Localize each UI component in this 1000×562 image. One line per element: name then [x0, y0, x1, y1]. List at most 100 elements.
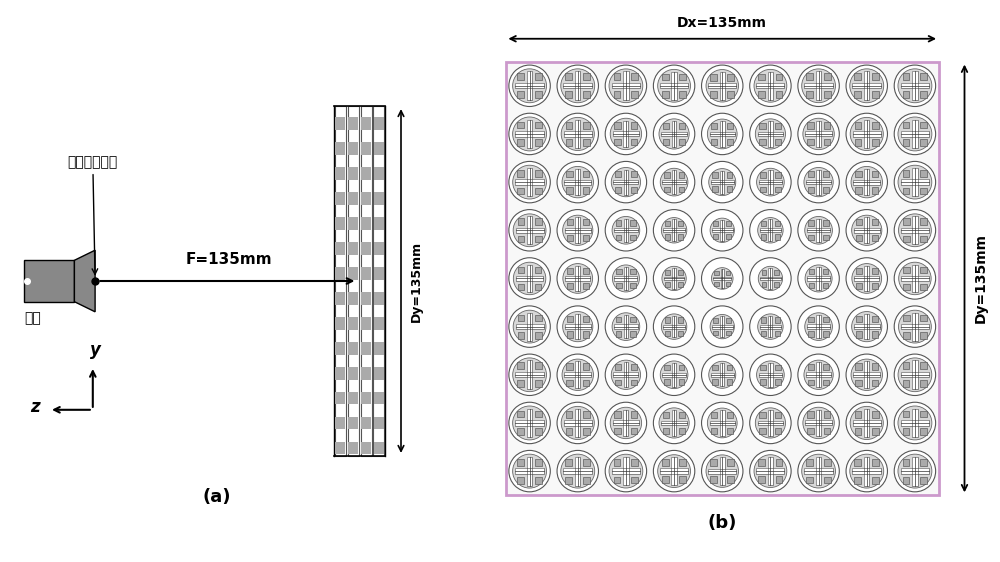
Text: Dy=135mm: Dy=135mm — [410, 241, 423, 321]
Circle shape — [513, 262, 546, 294]
Circle shape — [605, 210, 647, 251]
Bar — [864, 361, 869, 388]
Bar — [768, 121, 773, 147]
Circle shape — [851, 359, 882, 391]
Bar — [854, 477, 861, 483]
Bar — [672, 220, 676, 241]
Bar — [518, 218, 524, 225]
Bar — [720, 72, 725, 99]
Bar — [374, 167, 384, 180]
Bar — [624, 267, 628, 290]
Bar — [527, 120, 532, 148]
Circle shape — [605, 354, 647, 396]
Bar — [613, 180, 638, 184]
Circle shape — [846, 161, 887, 203]
Circle shape — [852, 264, 882, 293]
Circle shape — [653, 306, 695, 347]
Bar — [872, 122, 879, 129]
Bar — [583, 139, 590, 146]
Bar — [614, 277, 637, 280]
Circle shape — [702, 354, 743, 396]
Bar — [727, 91, 734, 98]
Bar — [824, 477, 831, 483]
Bar — [563, 83, 592, 88]
Bar — [720, 316, 724, 337]
Bar — [912, 457, 918, 486]
Bar — [679, 459, 686, 466]
Bar — [672, 316, 676, 337]
Circle shape — [798, 306, 839, 347]
Bar — [335, 242, 345, 255]
Circle shape — [805, 265, 832, 292]
Bar — [535, 218, 542, 225]
Bar — [515, 83, 544, 88]
Bar — [759, 373, 782, 377]
Bar — [768, 363, 773, 387]
Text: 等效相位中心: 等效相位中心 — [68, 155, 118, 274]
Circle shape — [557, 65, 598, 106]
Bar — [760, 379, 766, 385]
Bar — [806, 373, 831, 377]
Bar — [864, 266, 869, 291]
Bar — [854, 459, 861, 466]
Bar — [824, 74, 831, 80]
Bar — [624, 362, 628, 387]
Circle shape — [757, 168, 784, 196]
Bar — [720, 220, 724, 241]
Bar — [517, 188, 524, 194]
Bar — [361, 217, 371, 230]
Circle shape — [805, 216, 832, 244]
Circle shape — [509, 65, 550, 106]
Bar — [335, 106, 346, 456]
Bar — [856, 235, 862, 241]
Bar — [774, 282, 779, 287]
Bar — [903, 91, 909, 98]
Bar — [872, 187, 878, 193]
Bar — [903, 188, 909, 194]
Bar — [852, 83, 881, 88]
Circle shape — [557, 210, 598, 251]
Bar — [720, 457, 725, 485]
Bar — [901, 228, 929, 233]
Bar — [566, 187, 573, 193]
Bar — [335, 192, 345, 205]
Circle shape — [850, 454, 884, 488]
Bar — [721, 269, 724, 288]
Bar — [624, 362, 628, 387]
Circle shape — [513, 358, 546, 392]
Circle shape — [659, 119, 689, 149]
Bar — [712, 365, 718, 370]
Bar — [583, 363, 589, 370]
Bar — [912, 216, 918, 244]
Text: z: z — [30, 398, 40, 416]
Circle shape — [610, 407, 642, 439]
Circle shape — [702, 258, 743, 299]
Bar — [807, 411, 814, 418]
Bar — [361, 106, 372, 456]
Bar — [711, 412, 717, 418]
Bar — [361, 142, 371, 155]
Bar — [583, 428, 590, 435]
Circle shape — [758, 314, 783, 339]
Bar — [663, 139, 669, 145]
Bar — [348, 367, 358, 379]
Bar — [872, 380, 878, 386]
Bar — [758, 74, 765, 80]
Bar — [854, 74, 861, 80]
Bar — [903, 139, 909, 146]
Bar — [613, 420, 639, 425]
Bar — [920, 218, 927, 225]
Bar — [775, 330, 780, 336]
Bar — [824, 428, 830, 434]
Text: (a): (a) — [203, 488, 231, 506]
Bar — [727, 172, 732, 178]
Bar — [374, 192, 384, 205]
Bar — [816, 315, 821, 338]
Bar — [721, 269, 724, 288]
Bar — [575, 266, 580, 291]
Bar — [615, 171, 621, 178]
Circle shape — [846, 65, 887, 106]
Bar — [756, 469, 784, 474]
Circle shape — [805, 313, 832, 341]
Bar — [631, 411, 637, 418]
